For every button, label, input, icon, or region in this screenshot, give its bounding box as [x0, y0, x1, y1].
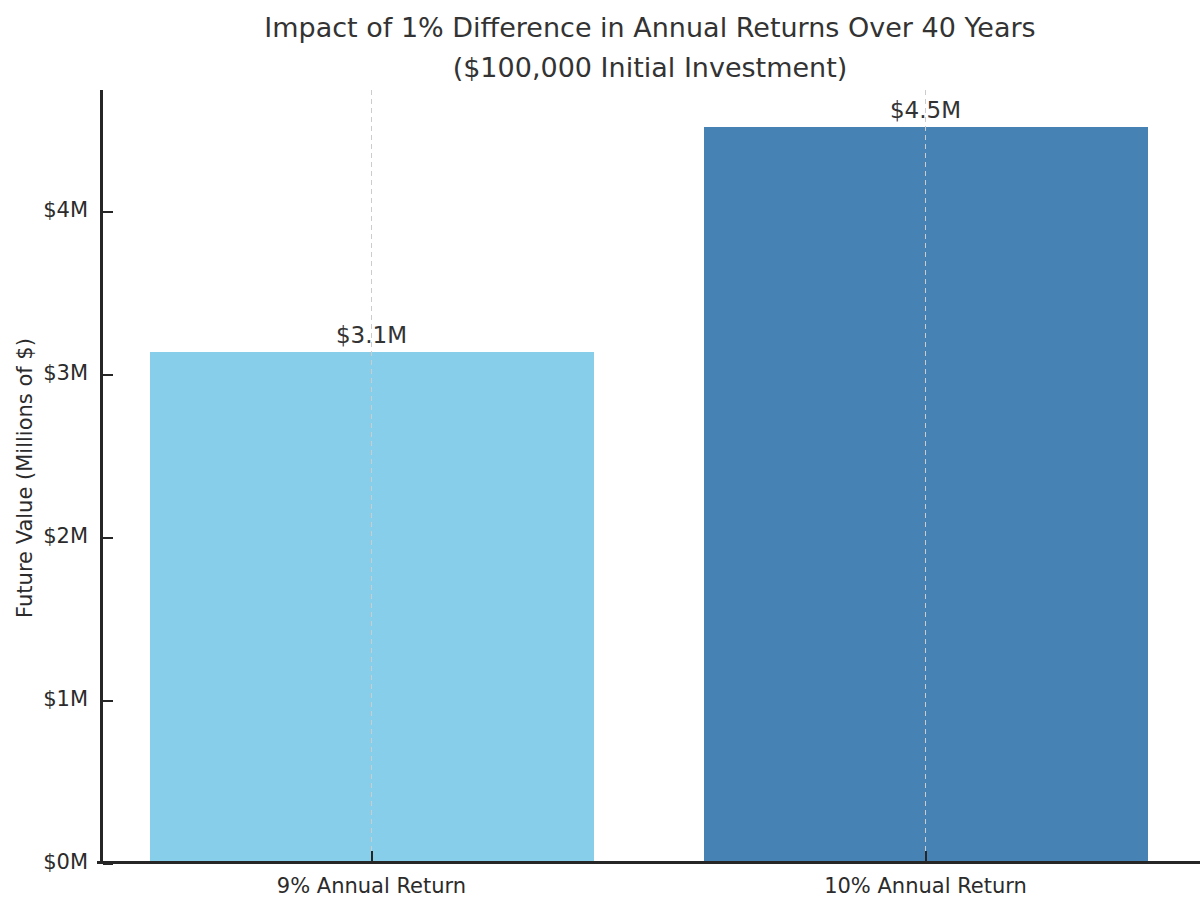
chart-title: Impact of 1% Difference in Annual Return… — [100, 8, 1200, 88]
x-tick-label-2: 10% Annual Return — [716, 874, 1136, 898]
chart-title-line-2: ($100,000 Initial Investment) — [100, 48, 1200, 88]
chart-title-line-1: Impact of 1% Difference in Annual Return… — [100, 8, 1200, 48]
y-tick-label-0: $0M — [0, 850, 88, 874]
bar-chart-figure: Impact of 1% Difference in Annual Return… — [0, 0, 1200, 909]
x-tick-label-1: 9% Annual Return — [162, 874, 582, 898]
y-tick-mark-2 — [103, 537, 113, 539]
y-tick-label-3: $3M — [0, 361, 88, 385]
x-tick-mark-2 — [925, 851, 927, 861]
y-axis-spine — [100, 90, 103, 864]
y-tick-mark-3 — [103, 374, 113, 376]
y-tick-mark-4 — [103, 211, 113, 213]
y-tick-label-1: $1M — [0, 687, 88, 711]
y-tick-mark-1 — [103, 700, 113, 702]
x-tick-mark-1 — [371, 851, 373, 861]
y-tick-label-4: $4M — [0, 198, 88, 222]
gridline-1 — [371, 90, 372, 864]
x-axis-spine — [97, 861, 1200, 864]
y-tick-mark-0 — [103, 863, 113, 865]
bar-value-label-1: $3.1M — [292, 322, 452, 348]
gridline-2 — [925, 90, 926, 864]
y-tick-label-2: $2M — [0, 524, 88, 548]
bar-value-label-2: $4.5M — [846, 97, 1006, 123]
y-axis-label: Future Value (Millions of $) — [13, 248, 37, 708]
plot-area: $3.1M $4.5M — [100, 90, 1200, 864]
